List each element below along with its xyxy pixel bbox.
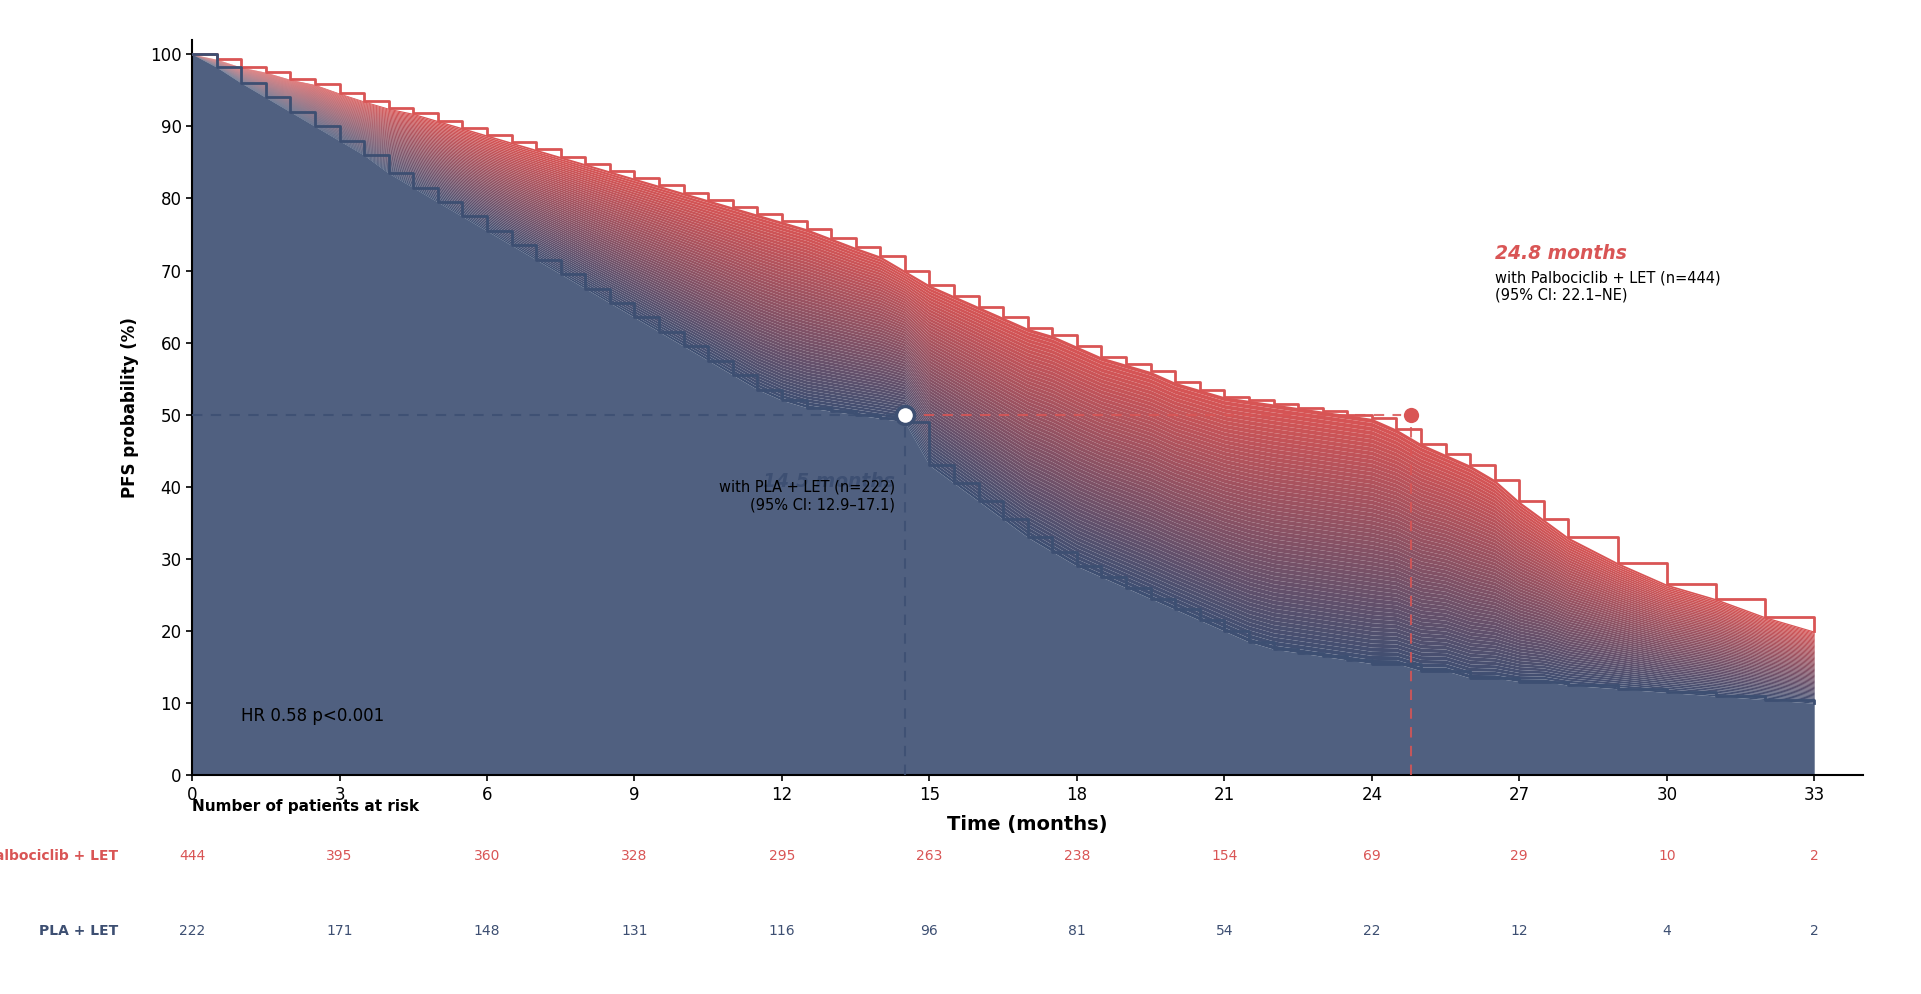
Text: 4: 4: [1662, 924, 1671, 938]
Text: Palbociclib + LET: Palbociclib + LET: [0, 849, 119, 863]
Text: 263: 263: [916, 849, 943, 863]
X-axis label: Time (months): Time (months): [947, 815, 1108, 834]
Text: 2: 2: [1810, 924, 1819, 938]
Text: 24.8 months: 24.8 months: [1495, 245, 1627, 263]
Text: 69: 69: [1362, 849, 1381, 863]
Text: 444: 444: [179, 849, 206, 863]
Text: HR 0.58 p<0.001: HR 0.58 p<0.001: [242, 707, 384, 725]
Text: 131: 131: [620, 924, 647, 938]
Y-axis label: PFS probability (%): PFS probability (%): [121, 317, 138, 498]
Text: with Palbociclib + LET (n=444)
(95% CI: 22.1–NE): with Palbociclib + LET (n=444) (95% CI: …: [1495, 270, 1721, 303]
Text: 96: 96: [920, 924, 937, 938]
Text: 12: 12: [1510, 924, 1527, 938]
Text: PLA + LET: PLA + LET: [38, 924, 119, 938]
Text: 395: 395: [327, 849, 353, 863]
Text: 238: 238: [1064, 849, 1089, 863]
Text: 10: 10: [1658, 849, 1675, 863]
Text: 154: 154: [1210, 849, 1237, 863]
Text: Number of patients at risk: Number of patients at risk: [192, 799, 419, 814]
Text: 360: 360: [474, 849, 499, 863]
Text: 81: 81: [1068, 924, 1085, 938]
Text: 171: 171: [327, 924, 353, 938]
Text: 295: 295: [768, 849, 795, 863]
Text: 222: 222: [179, 924, 206, 938]
Text: 22: 22: [1364, 924, 1381, 938]
Text: with PLA + LET (n=222)
(95% CI: 12.9–17.1): with PLA + LET (n=222) (95% CI: 12.9–17.…: [718, 480, 895, 512]
Text: 14.5 months: 14.5 months: [763, 472, 895, 491]
Text: 116: 116: [768, 924, 795, 938]
Text: 54: 54: [1216, 924, 1233, 938]
Text: 29: 29: [1510, 849, 1527, 863]
Text: 2: 2: [1810, 849, 1819, 863]
Text: 148: 148: [474, 924, 499, 938]
Text: 328: 328: [620, 849, 647, 863]
